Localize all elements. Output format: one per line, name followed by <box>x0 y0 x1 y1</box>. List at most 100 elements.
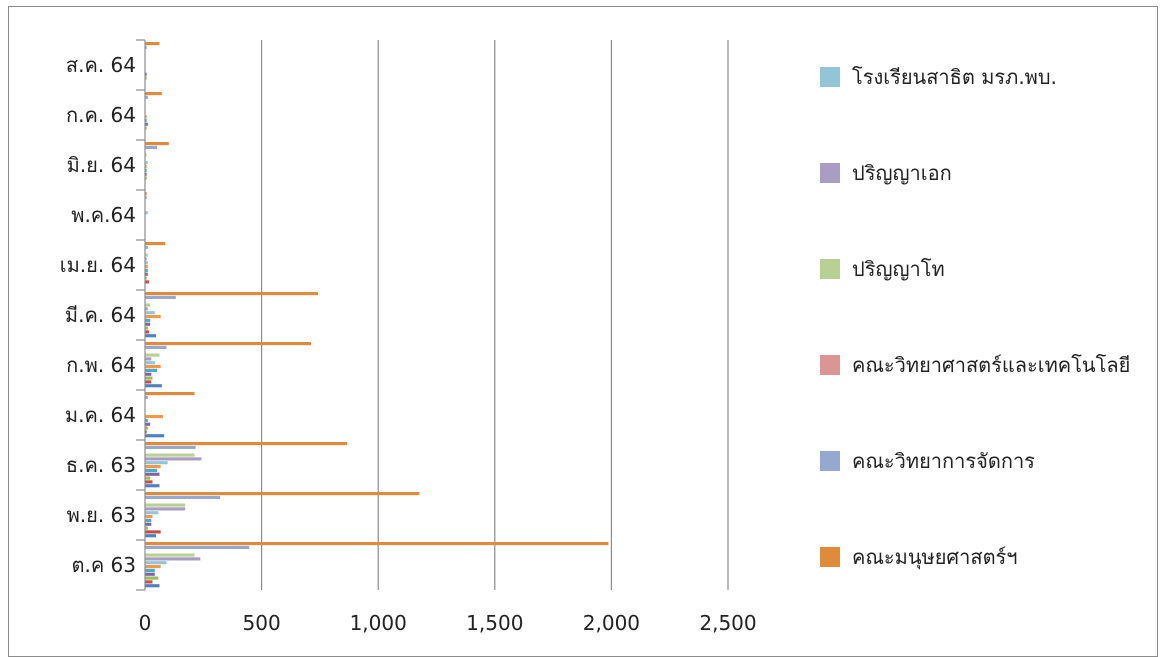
legend-label-2: ปริญญาโท <box>852 257 945 281</box>
x-tick-label-2: 1,000 <box>350 611 407 635</box>
legend-label-3: คณะวิทยาศาสตร์และเทคโนโลยี <box>852 353 1130 377</box>
x-tick-label-0: 0 <box>139 611 152 635</box>
bar-s12-8 <box>145 142 169 146</box>
bar-s6-2 <box>145 465 161 469</box>
bar-s3-3 <box>145 426 148 430</box>
bar-s1-4 <box>145 384 162 388</box>
bar-s7-4 <box>145 361 155 365</box>
bar-s11-3 <box>145 395 148 399</box>
bar-s2-1 <box>145 530 161 534</box>
category-label-0: ต.ค 63 <box>71 553 136 577</box>
bar-s4-10 <box>145 72 147 76</box>
x-tick-label-4: 2,000 <box>583 611 640 635</box>
bar-s11-7 <box>145 195 147 199</box>
bar-s9-5 <box>145 303 151 307</box>
bar-s1-3 <box>145 434 165 438</box>
bar-s6-6 <box>145 265 148 269</box>
bar-s6-8 <box>145 165 147 169</box>
bar-s6-3 <box>145 415 163 419</box>
bar-s6-1 <box>145 515 153 519</box>
bar-s11-9 <box>145 95 148 99</box>
bar-s12-2 <box>145 442 348 446</box>
bar-s3-8 <box>145 176 147 180</box>
bar-s6-0 <box>145 565 161 569</box>
bar-s12-6 <box>145 242 166 246</box>
bar-s8-5 <box>145 307 148 311</box>
bar-s5-5 <box>145 318 151 322</box>
category-label-4: ก.พ. 64 <box>66 353 136 377</box>
bar-s1-2 <box>145 484 160 488</box>
bar-s3-5 <box>145 326 148 330</box>
bar-s1-1 <box>145 534 156 538</box>
bar-s9-1 <box>145 503 186 507</box>
legend-label-5: คณะมนุษยศาสตร์ฯ <box>852 545 1018 570</box>
bar-s4-6 <box>145 272 148 276</box>
bar-s12-1 <box>145 492 420 496</box>
x-tick-label-3: 1,500 <box>466 611 523 635</box>
bar-s3-0 <box>145 576 159 580</box>
bar-s7-6 <box>145 261 148 265</box>
bar-s5-8 <box>145 168 147 172</box>
bar-s9-0 <box>145 553 195 557</box>
bar-s12-10 <box>145 42 160 46</box>
bar-s9-4 <box>145 353 160 357</box>
bar-s9-6 <box>145 253 148 257</box>
legend-swatch-4 <box>820 451 840 471</box>
bar-s4-3 <box>145 422 151 426</box>
bar-s5-4 <box>145 368 158 372</box>
bar-s3-2 <box>145 476 151 480</box>
bar-s5-3 <box>145 418 148 422</box>
bar-s12-0 <box>145 542 609 546</box>
bar-s6-4 <box>145 365 161 369</box>
bar-s12-9 <box>145 92 162 96</box>
bar-s7-7 <box>145 211 148 215</box>
bar-s7-8 <box>145 161 148 165</box>
legend-label-4: คณะวิทยาการจัดการ <box>852 449 1035 473</box>
bar-s8-6 <box>145 257 147 261</box>
bar-s2-5 <box>145 330 149 334</box>
bar-s9-2 <box>145 453 195 457</box>
bar-s5-0 <box>145 568 155 572</box>
x-tick-label-5: 2,500 <box>699 611 756 635</box>
bar-s4-9 <box>145 122 148 126</box>
bar-s1-5 <box>145 334 156 338</box>
bar-s8-4 <box>145 357 152 361</box>
bar-s11-8 <box>145 145 158 149</box>
bar-s11-1 <box>145 495 221 499</box>
bar-s5-9 <box>145 118 147 122</box>
bar-s3-10 <box>145 76 147 80</box>
category-label-5: มี.ค. 64 <box>65 303 136 327</box>
category-label-8: มิ.ย. 64 <box>67 153 136 177</box>
bar-s4-0 <box>145 572 155 576</box>
bar-s4-8 <box>145 172 147 176</box>
legend-swatch-2 <box>820 259 840 279</box>
bar-s11-6 <box>145 245 148 249</box>
bar-s2-2 <box>145 480 153 484</box>
bar-s4-1 <box>145 522 152 526</box>
legend-label-1: ปริญญาเอก <box>852 161 952 185</box>
bar-s11-0 <box>145 545 250 549</box>
bar-s12-3 <box>145 392 195 396</box>
bar-s8-0 <box>145 557 201 561</box>
category-label-2: ธ.ค. 63 <box>66 453 136 477</box>
bar-s1-0 <box>145 584 160 588</box>
bar-s6-5 <box>145 315 161 319</box>
bar-s2-6 <box>145 280 149 284</box>
bar-s11-4 <box>145 345 167 349</box>
legend-swatch-1 <box>820 163 840 183</box>
category-label-10: ส.ค. 64 <box>66 53 136 77</box>
legend-swatch-0 <box>820 67 840 87</box>
bar-s11-2 <box>145 445 196 449</box>
bar-s6-9 <box>145 115 147 119</box>
category-label-7: พ.ค.64 <box>71 203 136 227</box>
legend-label-0: โรงเรียนสาธิต มรภ.พบ. <box>852 65 1057 89</box>
bar-s12-4 <box>145 342 312 346</box>
bar-s7-0 <box>145 561 167 565</box>
category-label-6: เม.ย. 64 <box>60 253 136 277</box>
bar-s4-2 <box>145 472 160 476</box>
category-label-1: พ.ย. 63 <box>67 503 136 527</box>
category-label-9: ก.ค. 64 <box>66 103 136 127</box>
bar-s4-5 <box>145 322 151 326</box>
legend-swatch-5 <box>820 547 840 567</box>
